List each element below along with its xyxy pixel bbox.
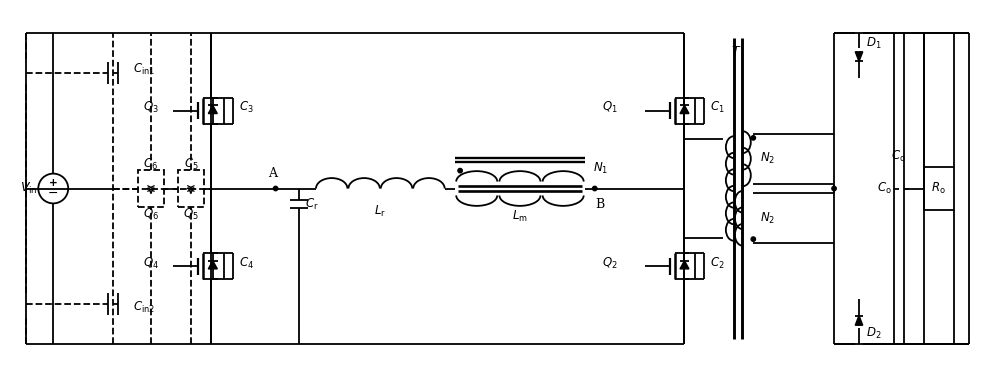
Text: $C_{\rm in2}$: $C_{\rm in2}$ [133, 300, 155, 315]
Text: $C_3$: $C_3$ [239, 100, 254, 115]
Text: $L_{\rm m}$: $L_{\rm m}$ [512, 209, 528, 224]
Text: $C_{\rm o}$: $C_{\rm o}$ [891, 149, 906, 164]
Text: A: A [268, 167, 277, 180]
Text: $L_{\rm r}$: $L_{\rm r}$ [374, 204, 386, 219]
Text: $N_2$: $N_2$ [760, 151, 775, 166]
Text: $Q_1$: $Q_1$ [602, 100, 618, 115]
Text: $C_2$: $C_2$ [710, 256, 725, 271]
Text: $Q_4$: $Q_4$ [143, 256, 159, 271]
Text: $C_5$: $C_5$ [184, 156, 198, 172]
Text: $D_2$: $D_2$ [866, 326, 882, 342]
Text: B: B [595, 198, 604, 211]
Text: $N_1$: $N_1$ [593, 161, 608, 176]
Text: $N_2$: $N_2$ [760, 211, 775, 226]
Text: $D_1$: $D_1$ [866, 35, 882, 51]
Bar [924, 167, 954, 210]
Text: $Q_6$: $Q_6$ [143, 207, 159, 222]
Text: $V_{\rm in}$: $V_{\rm in}$ [20, 181, 38, 196]
Polygon shape [680, 261, 689, 269]
Text: $C_1$: $C_1$ [710, 100, 725, 115]
Circle shape [751, 136, 755, 140]
Circle shape [832, 186, 836, 191]
Text: $R_{\rm o}$: $R_{\rm o}$ [931, 181, 946, 196]
Polygon shape [680, 105, 689, 113]
Text: $C_{\rm r}$: $C_{\rm r}$ [305, 197, 318, 212]
Bar [138, 170, 164, 207]
Polygon shape [208, 105, 217, 113]
Polygon shape [855, 316, 863, 325]
Text: $C_{\rm o}$: $C_{\rm o}$ [877, 181, 891, 196]
Text: $C_4$: $C_4$ [239, 256, 254, 271]
Circle shape [458, 169, 462, 173]
Text: $T$: $T$ [731, 44, 742, 58]
Text: −: − [48, 187, 58, 200]
Polygon shape [855, 52, 863, 61]
Bar [178, 170, 204, 207]
Text: $C_6$: $C_6$ [143, 156, 158, 172]
Text: +: + [49, 178, 58, 188]
Circle shape [751, 237, 755, 241]
Text: $Q_5$: $Q_5$ [183, 207, 199, 222]
Text: $Q_3$: $Q_3$ [143, 100, 159, 115]
Circle shape [273, 186, 278, 191]
Circle shape [593, 186, 597, 191]
Text: $Q_2$: $Q_2$ [602, 256, 618, 271]
Polygon shape [208, 261, 217, 269]
Text: $C_{\rm in1}$: $C_{\rm in1}$ [133, 62, 155, 77]
